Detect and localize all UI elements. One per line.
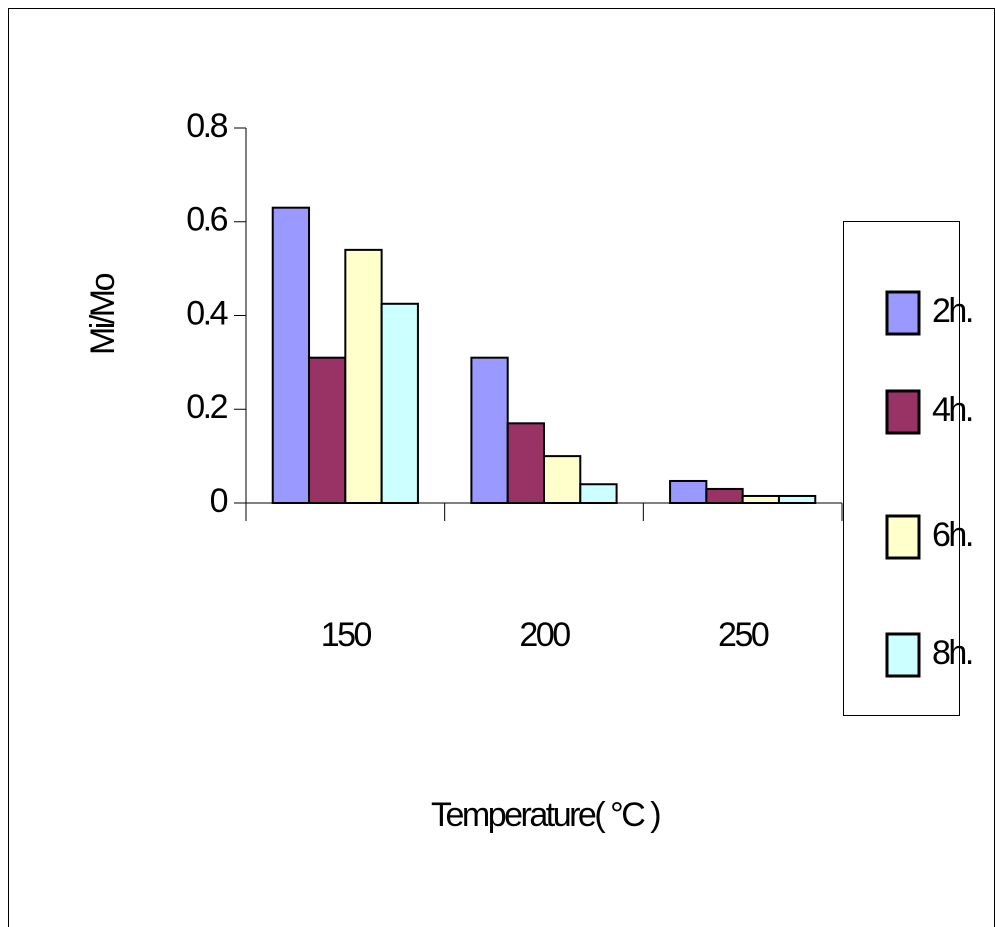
- x-tick-label: 150: [321, 616, 372, 654]
- bar: [470, 356, 509, 504]
- bar: [669, 479, 708, 504]
- y-axis-label: Mi/Mo: [84, 273, 122, 355]
- legend-swatch: [885, 514, 921, 560]
- bar: [741, 494, 780, 504]
- legend-label: 2h.: [932, 292, 972, 330]
- bar: [344, 248, 383, 504]
- bar: [777, 494, 817, 504]
- y-tick-label: 0.4: [186, 294, 227, 332]
- legend-label: 6h.: [932, 516, 972, 554]
- legend-swatch: [885, 290, 921, 336]
- y-tick-label: 0.8: [186, 107, 227, 145]
- bar: [705, 487, 744, 504]
- bar: [380, 302, 419, 504]
- legend-swatch: [885, 389, 921, 435]
- legend-swatch: [885, 632, 921, 678]
- bar: [271, 206, 311, 504]
- x-tick-label: 250: [718, 616, 769, 654]
- legend-label: 8h.: [932, 634, 972, 672]
- y-tick-label: 0.6: [186, 201, 227, 239]
- x-tick-label: 200: [519, 616, 570, 654]
- x-axis-label: Temperature( °C ): [431, 796, 660, 834]
- y-tick-label: 0.2: [186, 388, 227, 426]
- y-tick-label: 0: [210, 482, 228, 520]
- bar: [543, 455, 582, 504]
- bar: [506, 422, 546, 504]
- bar: [579, 483, 618, 504]
- bar: [308, 356, 347, 504]
- legend-label: 4h.: [932, 391, 972, 429]
